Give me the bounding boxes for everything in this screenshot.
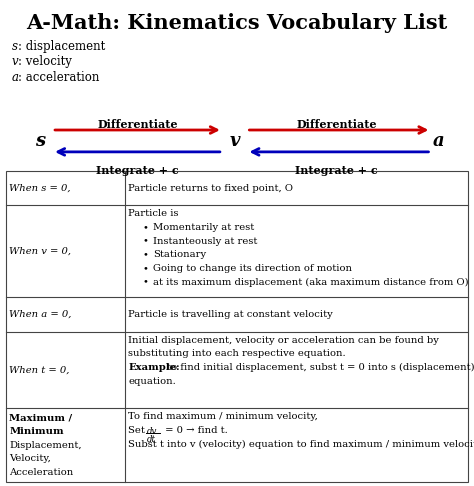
Text: When t = 0,: When t = 0, [9, 365, 70, 375]
Text: Set: Set [128, 426, 148, 435]
Text: Going to change its direction of motion: Going to change its direction of motion [153, 264, 352, 273]
Text: Integrate + c: Integrate + c [96, 165, 179, 176]
Text: v: v [229, 132, 240, 150]
Text: : acceleration: : acceleration [18, 71, 99, 84]
Text: Momentarily at rest: Momentarily at rest [153, 223, 255, 232]
Text: A-Math: Kinematics Vocabulary List: A-Math: Kinematics Vocabulary List [27, 13, 447, 33]
Text: Example:: Example: [128, 363, 180, 372]
Text: Subst t into v (velocity) equation to find maximum / minimum velocity: Subst t into v (velocity) equation to fi… [128, 439, 474, 449]
Text: •: • [143, 237, 148, 245]
Text: Differentiate: Differentiate [296, 119, 377, 130]
Text: Particle returns to fixed point, O: Particle returns to fixed point, O [128, 184, 293, 193]
Text: •: • [143, 278, 148, 286]
Text: When a = 0,: When a = 0, [9, 310, 72, 319]
Text: s: s [12, 40, 18, 53]
Text: When v = 0,: When v = 0, [9, 247, 72, 256]
Text: Initial displacement, velocity or acceleration can be found by: Initial displacement, velocity or accele… [128, 336, 439, 345]
Text: : displacement: : displacement [18, 40, 105, 53]
Text: Particle is travelling at constant velocity: Particle is travelling at constant veloc… [128, 310, 333, 319]
Text: Velocity,: Velocity, [9, 454, 51, 463]
Text: : velocity: : velocity [18, 55, 72, 69]
Text: To find maximum / minimum velocity,: To find maximum / minimum velocity, [128, 412, 319, 421]
Text: Minimum: Minimum [9, 427, 64, 436]
Text: to find initial displacement, subst t = 0 into s (displacement): to find initial displacement, subst t = … [164, 363, 474, 372]
Text: •: • [143, 264, 148, 273]
Text: Particle is: Particle is [128, 209, 179, 218]
Text: equation.: equation. [128, 377, 176, 385]
Text: Integrate + c: Integrate + c [295, 165, 378, 176]
Text: •: • [143, 250, 148, 259]
Text: a: a [433, 132, 444, 150]
Bar [6, 171, 468, 482]
Text: •: • [143, 223, 148, 232]
Text: Acceleration: Acceleration [9, 468, 74, 477]
Text: substituting into each respective equation.: substituting into each respective equati… [128, 349, 346, 358]
Text: at its maximum displacement (aka maximum distance from O): at its maximum displacement (aka maximum… [153, 278, 469, 287]
Text: When s = 0,: When s = 0, [9, 184, 71, 193]
Text: Stationary: Stationary [153, 250, 206, 259]
Text: Instanteously at rest: Instanteously at rest [153, 237, 257, 245]
Text: dv: dv [146, 427, 157, 436]
Text: = 0 → find t.: = 0 → find t. [162, 426, 228, 435]
Text: dt: dt [146, 434, 155, 444]
Text: Differentiate: Differentiate [97, 119, 178, 130]
Text: Displacement,: Displacement, [9, 441, 82, 450]
Text: a: a [12, 71, 19, 84]
Text: v: v [12, 55, 18, 69]
Text: s: s [35, 132, 46, 150]
Text: Maximum /: Maximum / [9, 414, 73, 422]
